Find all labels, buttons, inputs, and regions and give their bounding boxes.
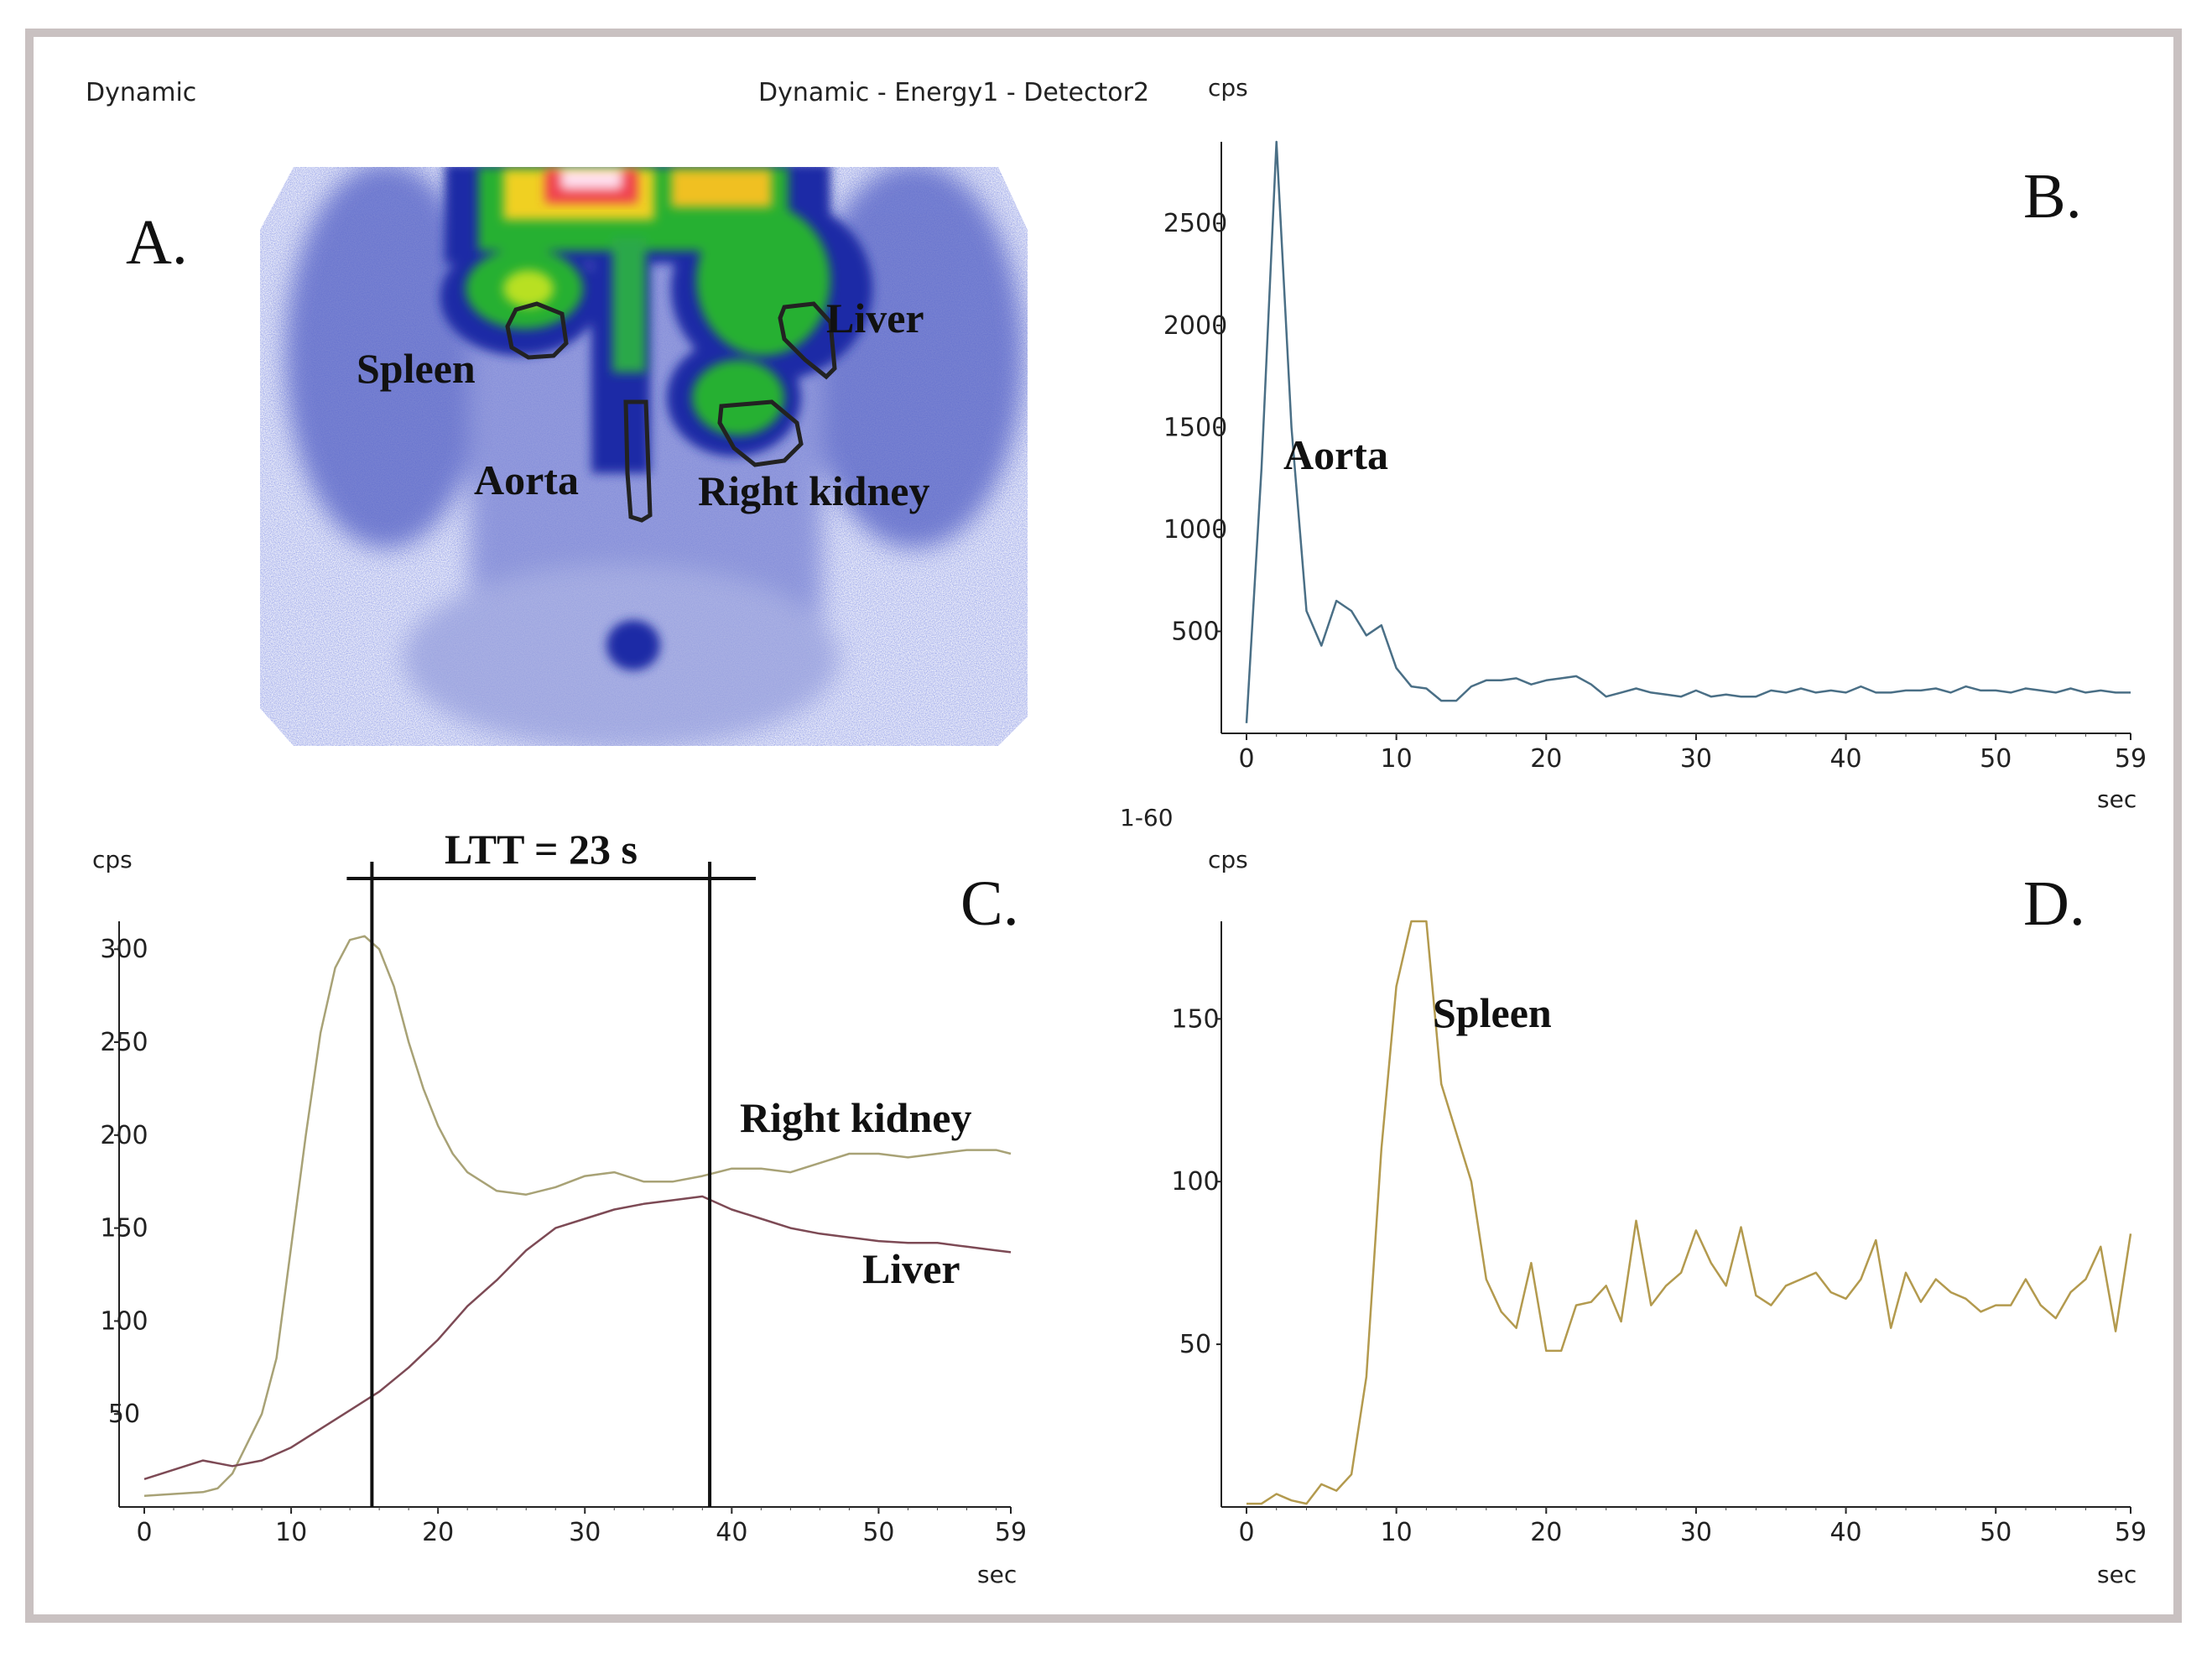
frame-range-label: 1-60 bbox=[1120, 804, 1174, 832]
y-tick-label: 500 bbox=[1171, 617, 1219, 646]
y-tick-label: 2500 bbox=[1163, 209, 1227, 238]
x-tick-label: 40 bbox=[1829, 1518, 1861, 1547]
x-tick-label: 0 bbox=[1238, 744, 1254, 774]
figure-frame: Dynamic Dynamic - Energy1 - Detector2 1-… bbox=[25, 29, 2182, 1623]
x-tick-label: 0 bbox=[1238, 1518, 1254, 1547]
x-tick-label: 50 bbox=[862, 1518, 894, 1547]
label-right-kidney: Right kidney bbox=[698, 467, 929, 514]
header-center-label: Dynamic - Energy1 - Detector2 bbox=[758, 78, 1149, 107]
y-tick-label: 1500 bbox=[1163, 413, 1227, 442]
x-tick-label: 59 bbox=[995, 1518, 1027, 1547]
annotation-aorta: Aorta bbox=[1283, 431, 1388, 478]
y-tick-label: 200 bbox=[100, 1121, 148, 1150]
annotation-liver: Liver bbox=[862, 1245, 960, 1292]
y-axis-title: cps bbox=[1208, 846, 1248, 873]
y-tick-label: 250 bbox=[100, 1028, 148, 1057]
y-tick-label: 50 bbox=[108, 1400, 140, 1429]
x-tick-label: 40 bbox=[716, 1518, 747, 1547]
y-tick-label: 1000 bbox=[1163, 515, 1227, 545]
header-left-label: Dynamic bbox=[86, 78, 196, 107]
scintigraphy-image bbox=[260, 167, 1028, 746]
liver-roi bbox=[778, 301, 837, 380]
aorta-roi bbox=[623, 399, 653, 523]
x-tick-label: 59 bbox=[2115, 744, 2147, 774]
y-tick-label: 100 bbox=[1171, 1167, 1219, 1197]
y-axis-title: cps bbox=[1208, 74, 1248, 102]
y-axis-title: cps bbox=[92, 846, 133, 873]
x-tick-label: 10 bbox=[1381, 1518, 1413, 1547]
x-tick-label: 20 bbox=[1530, 1518, 1562, 1547]
series-line-liver bbox=[143, 1195, 1012, 1480]
right-kidney-roi bbox=[717, 399, 804, 467]
x-tick-label: 59 bbox=[2115, 1518, 2147, 1547]
x-tick-label: 50 bbox=[1980, 1518, 2012, 1547]
ltt-label: LTT = 23 s bbox=[445, 826, 638, 873]
x-axis-title: sec bbox=[977, 1561, 1017, 1588]
x-tick-label: 10 bbox=[275, 1518, 307, 1547]
x-tick-label: 20 bbox=[1530, 744, 1562, 774]
x-tick-label: 40 bbox=[1829, 744, 1861, 774]
annotation-spleen: Spleen bbox=[1433, 989, 1552, 1036]
x-axis-title: sec bbox=[2097, 1561, 2137, 1588]
chart-b: cps sec 0 10 20 30 40 50 59 500 1000 1500 2000 2500 bbox=[1163, 74, 2147, 813]
x-tick-label: 30 bbox=[569, 1518, 601, 1547]
panel-b-letter: B. bbox=[2023, 161, 2082, 232]
spleen-roi bbox=[505, 301, 569, 360]
panel-d-letter: D. bbox=[2023, 868, 2085, 939]
x-tick-label: 30 bbox=[1680, 1518, 1712, 1547]
panel-a-letter: A. bbox=[126, 207, 188, 278]
y-tick-label: 150 bbox=[100, 1214, 148, 1244]
chart-c: cps sec 0 10 20 30 40 50 59 50 100 150 200 250 300 bbox=[92, 846, 1027, 1588]
x-tick-label: 10 bbox=[1381, 744, 1413, 774]
x-tick-label: 30 bbox=[1680, 744, 1712, 774]
y-tick-label: 50 bbox=[1179, 1330, 1211, 1359]
label-liver: Liver bbox=[826, 295, 924, 342]
x-tick-label: 0 bbox=[136, 1518, 152, 1547]
series-line-spleen bbox=[1247, 920, 2132, 1505]
chart-d: cps sec 0 10 20 30 40 50 59 50 100 150 bbox=[1171, 846, 2147, 1588]
label-spleen: Spleen bbox=[357, 345, 476, 392]
y-tick-label: 150 bbox=[1171, 1004, 1219, 1034]
annotation-right-kidney: Right kidney bbox=[740, 1094, 971, 1141]
x-tick-label: 50 bbox=[1980, 744, 2012, 774]
series-line-aorta bbox=[1245, 140, 2131, 723]
figure-canvas: Dynamic Dynamic - Energy1 - Detector2 1-… bbox=[86, 74, 2147, 1588]
x-axis-title: sec bbox=[2097, 785, 2137, 813]
y-tick-label: 2000 bbox=[1163, 311, 1227, 341]
y-tick-label: 100 bbox=[100, 1306, 148, 1336]
y-tick-label: 300 bbox=[100, 935, 148, 964]
label-aorta: Aorta bbox=[474, 456, 579, 503]
series-line-right-kidney bbox=[143, 935, 1012, 1497]
panel-c-letter: C. bbox=[960, 868, 1019, 939]
x-tick-label: 20 bbox=[422, 1518, 454, 1547]
